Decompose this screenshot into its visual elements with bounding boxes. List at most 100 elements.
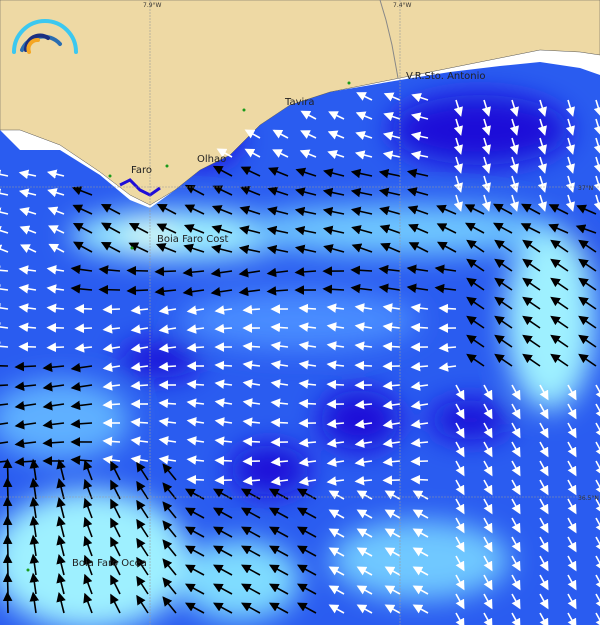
current-arrow: [511, 479, 521, 496]
buoy-label-faro-ocea[interactable]: Boia Faro Ocea: [72, 558, 147, 569]
current-arrow: [412, 528, 429, 538]
current-arrow: [296, 488, 317, 500]
place-label-vr-sto-antonio[interactable]: V.R.Sto. Antonio: [406, 71, 486, 82]
current-arrow: [565, 118, 575, 136]
current-arrow: [511, 403, 521, 420]
current-arrow: [240, 545, 261, 557]
current-arrow: [355, 130, 373, 141]
current-arrow: [184, 545, 205, 557]
current-arrow: [483, 384, 493, 401]
current-arrow: [186, 455, 205, 465]
current-arrow: [511, 460, 521, 477]
current-arrow: [539, 479, 549, 496]
current-arrow: [578, 353, 597, 367]
current-arrow: [14, 400, 37, 411]
current-arrow: [162, 501, 177, 519]
current-arrow: [18, 265, 37, 275]
current-arrow: [242, 379, 261, 389]
current-arrow: [522, 258, 541, 272]
current-arrow: [126, 285, 149, 296]
current-arrow: [354, 360, 373, 371]
current-arrow: [550, 353, 569, 367]
lat-label: 37°N: [578, 185, 593, 192]
current-arrow: [182, 286, 205, 297]
current-arrow: [210, 287, 233, 297]
current-arrow: [239, 225, 261, 235]
current-arrow: [326, 438, 345, 448]
current-arrow: [511, 574, 521, 591]
current-arrow: [578, 296, 597, 310]
current-arrow: [410, 456, 429, 467]
current-arrow: [214, 455, 233, 466]
current-arrow: [354, 419, 373, 429]
current-arrow: [210, 267, 233, 278]
current-arrow: [186, 398, 205, 408]
current-arrow: [483, 517, 493, 534]
lat-label: 36.5°N: [578, 495, 599, 502]
current-arrow: [240, 166, 261, 177]
current-arrow: [410, 131, 429, 141]
place-label-tavira[interactable]: Tavira: [284, 97, 315, 108]
current-arrow: [214, 379, 233, 389]
current-arrow: [158, 324, 177, 334]
current-arrow: [522, 353, 541, 367]
current-arrow: [72, 222, 93, 234]
current-arrow: [436, 241, 457, 253]
current-arrow: [102, 304, 121, 315]
current-arrow: [326, 303, 345, 313]
current-arrow: [240, 526, 261, 538]
current-arrow: [520, 223, 541, 234]
current-arrow: [350, 206, 373, 217]
current-arrow: [481, 118, 491, 136]
current-arrow: [136, 594, 149, 614]
current-arrow: [29, 553, 40, 576]
current-arrow: [539, 555, 549, 572]
current-arrow: [438, 303, 457, 314]
current-arrow: [483, 498, 493, 515]
current-arrow: [511, 536, 521, 553]
current-arrow: [494, 239, 513, 253]
current-arrow: [244, 148, 261, 158]
current-arrow: [326, 457, 345, 467]
current-arrow: [481, 137, 491, 155]
current-arrow: [578, 315, 597, 329]
current-arrow: [102, 399, 121, 410]
current-arrow: [294, 206, 317, 217]
buoy-label-faro-cost[interactable]: Boia Faro Cost: [157, 234, 229, 245]
current-arrow: [212, 564, 233, 576]
current-arrow: [270, 322, 289, 333]
current-arrow: [382, 400, 401, 410]
current-arrow: [378, 283, 401, 294]
current-arrow: [56, 497, 66, 519]
current-arrow: [272, 129, 289, 139]
current-arrow: [46, 303, 65, 314]
current-arrow: [322, 187, 345, 198]
current-arrow: [162, 577, 177, 595]
current-arrow: [154, 266, 177, 277]
place-label-faro[interactable]: Faro: [131, 165, 152, 176]
current-arrow: [578, 258, 597, 272]
current-arrow: [158, 417, 177, 427]
current-arrow: [578, 239, 597, 253]
current-arrow: [240, 488, 261, 500]
current-arrow: [267, 206, 289, 216]
current-arrow: [379, 224, 401, 234]
current-arrow: [295, 167, 317, 177]
current-arrow: [356, 604, 373, 614]
current-arrow: [466, 239, 485, 253]
current-arrow: [578, 334, 597, 348]
current-arrow: [240, 564, 261, 576]
current-arrow: [453, 194, 463, 212]
current-arrow: [83, 535, 93, 557]
current-arrow: [509, 175, 519, 193]
place-label-olhao[interactable]: Olhao: [197, 154, 226, 165]
current-arrow: [56, 459, 66, 481]
current-arrow: [212, 545, 233, 557]
current-arrow: [356, 490, 373, 500]
current-arrow: [356, 566, 373, 576]
current-arrow: [2, 477, 13, 500]
current-arrow: [378, 168, 401, 179]
